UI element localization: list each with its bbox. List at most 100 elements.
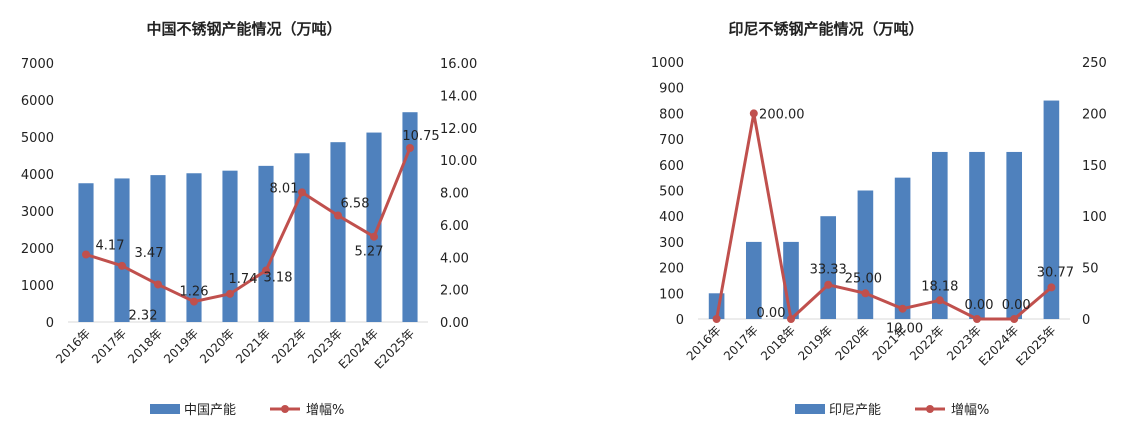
right-axis-tick: 2.00 [440, 284, 469, 299]
data-label: 18.18 [921, 279, 958, 294]
data-label: 1.26 [180, 285, 209, 300]
line-point [190, 297, 198, 306]
data-label: 33.33 [810, 263, 847, 278]
x-axis-tick: 2019年 [795, 323, 835, 363]
right-axis-tick: 50 [1082, 262, 1099, 277]
data-label: 5.27 [355, 245, 384, 260]
data-label: 1.74 [229, 272, 258, 287]
left-axis-tick: 100 [659, 287, 684, 302]
left-axis-tick: 0 [46, 316, 54, 331]
bar [258, 165, 274, 322]
data-label: 0.00 [1002, 298, 1031, 313]
bar [114, 178, 130, 322]
line-point [262, 266, 270, 275]
left-axis-tick: 500 [659, 185, 684, 200]
data-label: 25.00 [845, 271, 882, 286]
data-label: 0.00 [757, 306, 786, 321]
bar [402, 112, 418, 323]
line-point [973, 315, 981, 323]
legend-label: 印尼产能 [829, 403, 881, 418]
left-axis-tick: 5000 [21, 131, 54, 146]
data-label: 10.00 [886, 322, 923, 337]
right-axis-tick: 14.00 [440, 89, 477, 104]
data-label: 2.32 [129, 308, 158, 323]
left-axis-tick: 1000 [21, 279, 54, 294]
data-label: 10.75 [402, 129, 439, 144]
left-axis-tick: 900 [659, 82, 684, 97]
data-label: 200.00 [759, 107, 805, 122]
legend-bar-swatch [795, 404, 825, 414]
line-point [118, 261, 126, 270]
china-capacity-chart-svg: 中国不锈钢产能情况（万吨） 0 1000 2000 3000 4000 5000 6000 70… [21, 20, 477, 418]
bar [1006, 151, 1023, 319]
indonesia-capacity-chart-svg: 印尼不锈钢产能情况（万吨）010020030040050060070080090… [651, 20, 1107, 418]
left-axis-tick: 4000 [21, 168, 54, 183]
legend-label: 中国产能 [184, 403, 236, 418]
x-axis-tick: 2016年 [684, 323, 724, 363]
right-axis-tick: 4.00 [440, 251, 469, 266]
left-axis-tick: 600 [659, 159, 684, 174]
bar [330, 142, 346, 322]
x-axis-tick: 2021年 [233, 326, 273, 366]
left-axis-tick: 1000 [651, 56, 684, 71]
data-label: 30.77 [1037, 265, 1074, 280]
left-axis-tick: 7000 [21, 57, 54, 72]
line-point [226, 289, 234, 298]
right-axis-tick: 16.00 [440, 57, 477, 72]
x-axis-tick: 2018年 [758, 323, 798, 363]
right-axis-tick: 250 [1082, 56, 1107, 71]
bar [1043, 100, 1060, 319]
bar [186, 173, 202, 322]
data-label: 8.01 [270, 181, 299, 196]
right-axis-tick: 0.00 [440, 316, 469, 331]
bar [745, 241, 762, 319]
legend-line-marker [926, 405, 934, 413]
x-axis-tick: 2019年 [161, 326, 201, 366]
line-point [787, 315, 795, 323]
line-point [861, 289, 870, 298]
left-axis-tick: 400 [659, 210, 684, 225]
left-axis-tick: 0 [676, 313, 684, 328]
x-axis-tick: 2022年 [269, 326, 309, 366]
legend-line-marker [281, 405, 289, 413]
legend-bar-swatch [150, 404, 180, 414]
indonesia-capacity-chart: 印尼不锈钢产能情况（万吨） 0 100 200 300 400 500 600 700 800 90… [577, 0, 1137, 431]
bar [969, 151, 985, 319]
china-capacity-chart: 中国不锈钢产能情况（万吨） 0 1000 2000 3000 4000 5000 6000 70… [0, 0, 560, 431]
data-label: 3.47 [135, 246, 164, 261]
data-label: 6.58 [341, 196, 370, 211]
left-axis-tick: 2000 [21, 242, 54, 257]
line-point [898, 304, 907, 313]
bar [931, 151, 948, 319]
right-axis-tick: 10.00 [440, 154, 477, 169]
line-point [712, 315, 721, 323]
line-point [334, 211, 342, 220]
line-point [1047, 283, 1056, 292]
bar [366, 132, 382, 322]
left-axis-tick: 6000 [21, 94, 54, 109]
legend-label: 增幅% [951, 403, 989, 418]
line-series [85, 147, 412, 304]
bar [222, 170, 238, 322]
line-point [370, 232, 378, 241]
x-axis-tick: 2016年 [53, 326, 93, 366]
x-axis-tick: 2020年 [833, 323, 873, 363]
x-axis-tick: E2024年 [976, 323, 1021, 368]
data-label: 4.17 [96, 238, 125, 253]
data-label: 3.18 [264, 271, 293, 286]
bar [294, 153, 310, 322]
right-axis-tick: 12.00 [440, 122, 477, 137]
line-point [298, 188, 306, 197]
line-point [749, 109, 758, 118]
line-point [935, 296, 944, 305]
left-axis-tick: 800 [659, 107, 684, 122]
bar [857, 190, 874, 319]
left-axis-tick: 300 [659, 236, 684, 251]
x-axis-tick: 2017年 [89, 326, 129, 366]
bar [894, 177, 911, 319]
right-axis-tick: 0 [1082, 313, 1090, 328]
right-axis-tick: 150 [1082, 159, 1107, 174]
line-point [406, 143, 414, 152]
data-label: 0.00 [965, 298, 994, 313]
x-axis-tick: E2025年 [1013, 323, 1058, 368]
